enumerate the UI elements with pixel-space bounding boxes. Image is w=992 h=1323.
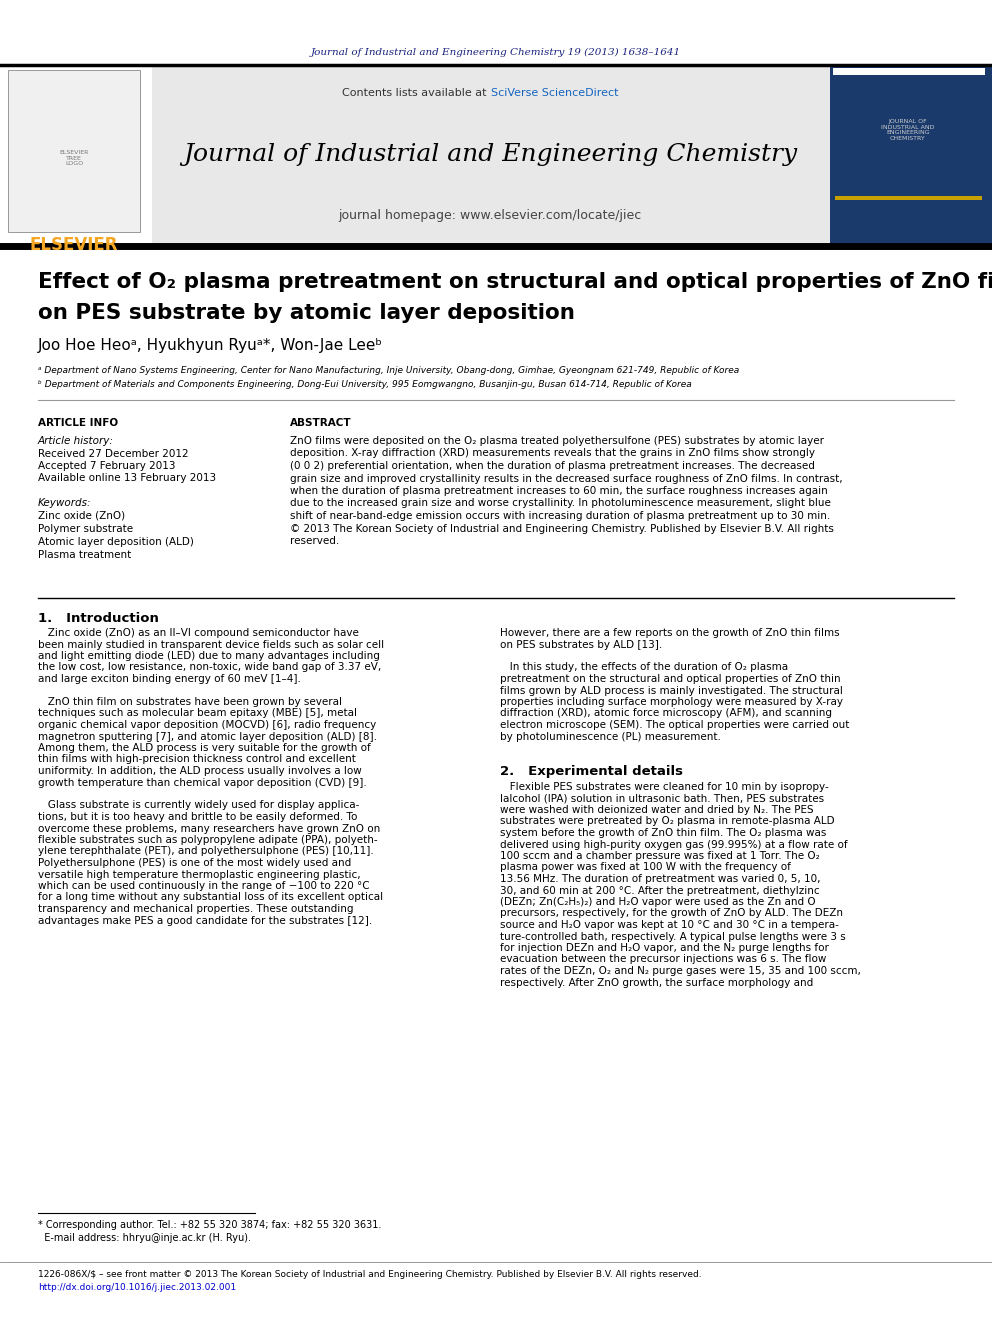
Text: * Corresponding author. Tel.: +82 55 320 3874; fax: +82 55 320 3631.: * Corresponding author. Tel.: +82 55 320… bbox=[38, 1220, 381, 1230]
Text: Contents lists available at: Contents lists available at bbox=[342, 89, 490, 98]
Text: delivered using high-purity oxygen gas (99.995%) at a flow rate of: delivered using high-purity oxygen gas (… bbox=[500, 840, 847, 849]
Text: SciVerse ScienceDirect: SciVerse ScienceDirect bbox=[491, 89, 618, 98]
Text: precursors, respectively, for the growth of ZnO by ALD. The DEZn: precursors, respectively, for the growth… bbox=[500, 909, 843, 918]
Text: JOURNAL OF
INDUSTRIAL AND
ENGINEERING
CHEMISTRY: JOURNAL OF INDUSTRIAL AND ENGINEERING CH… bbox=[881, 119, 934, 142]
Text: flexible substrates such as polypropylene adipate (PPA), polyeth-: flexible substrates such as polypropylen… bbox=[38, 835, 378, 845]
Text: 13.56 MHz. The duration of pretreatment was varied 0, 5, 10,: 13.56 MHz. The duration of pretreatment … bbox=[500, 875, 820, 884]
Text: ture-controlled bath, respectively. A typical pulse lengths were 3 s: ture-controlled bath, respectively. A ty… bbox=[500, 931, 846, 942]
Text: overcome these problems, many researchers have grown ZnO on: overcome these problems, many researcher… bbox=[38, 823, 380, 833]
Text: and light emitting diode (LED) due to many advantages including: and light emitting diode (LED) due to ma… bbox=[38, 651, 380, 662]
Text: due to the increased grain size and worse crystallinity. In photoluminescence me: due to the increased grain size and wors… bbox=[290, 499, 831, 508]
Text: the low cost, low resistance, non-toxic, wide band gap of 3.37 eV,: the low cost, low resistance, non-toxic,… bbox=[38, 663, 381, 672]
Text: tions, but it is too heavy and brittle to be easily deformed. To: tions, but it is too heavy and brittle t… bbox=[38, 812, 357, 822]
Text: journal homepage: www.elsevier.com/locate/jiec: journal homepage: www.elsevier.com/locat… bbox=[338, 209, 642, 221]
Bar bbox=[833, 67, 985, 75]
Text: which can be used continuously in the range of −100 to 220 °C: which can be used continuously in the ra… bbox=[38, 881, 370, 890]
Text: ylene terephthalate (PET), and polyethersulphone (PES) [10,11].: ylene terephthalate (PET), and polyether… bbox=[38, 847, 374, 856]
Text: by photoluminescence (PL) measurement.: by photoluminescence (PL) measurement. bbox=[500, 732, 721, 741]
Text: films grown by ALD process is mainly investigated. The structural: films grown by ALD process is mainly inv… bbox=[500, 685, 843, 696]
Text: ELSEVIER
TREE
LOGO: ELSEVIER TREE LOGO bbox=[60, 149, 88, 167]
Text: ZnO thin film on substrates have been grown by several: ZnO thin film on substrates have been gr… bbox=[38, 697, 342, 706]
Text: uniformity. In addition, the ALD process usually involves a low: uniformity. In addition, the ALD process… bbox=[38, 766, 362, 777]
Text: Received 27 December 2012: Received 27 December 2012 bbox=[38, 448, 188, 459]
Text: shift of near-band-edge emission occurs with increasing duration of plasma pretr: shift of near-band-edge emission occurs … bbox=[290, 511, 830, 521]
Bar bbox=[8, 70, 140, 232]
Text: Joo Hoe Heoᵃ, Hyukhyun Ryuᵃ*, Won-Jae Leeᵇ: Joo Hoe Heoᵃ, Hyukhyun Ryuᵃ*, Won-Jae Le… bbox=[38, 337, 383, 353]
Text: techniques such as molecular beam epitaxy (MBE) [5], metal: techniques such as molecular beam epitax… bbox=[38, 709, 357, 718]
Text: © 2013 The Korean Society of Industrial and Engineering Chemistry. Published by : © 2013 The Korean Society of Industrial … bbox=[290, 524, 834, 533]
Text: ZnO films were deposited on the O₂ plasma treated polyethersulfone (PES) substra: ZnO films were deposited on the O₂ plasm… bbox=[290, 437, 824, 446]
Text: 30, and 60 min at 200 °C. After the pretreatment, diethylzinc: 30, and 60 min at 200 °C. After the pret… bbox=[500, 885, 819, 896]
Text: 100 sccm and a chamber pressure was fixed at 1 Torr. The O₂: 100 sccm and a chamber pressure was fixe… bbox=[500, 851, 819, 861]
Text: been mainly studied in transparent device fields such as solar cell: been mainly studied in transparent devic… bbox=[38, 639, 384, 650]
Text: Accepted 7 February 2013: Accepted 7 February 2013 bbox=[38, 460, 176, 471]
Text: growth temperature than chemical vapor deposition (CVD) [9].: growth temperature than chemical vapor d… bbox=[38, 778, 367, 787]
Text: respectively. After ZnO growth, the surface morphology and: respectively. After ZnO growth, the surf… bbox=[500, 978, 813, 987]
Text: diffraction (XRD), atomic force microscopy (AFM), and scanning: diffraction (XRD), atomic force microsco… bbox=[500, 709, 832, 718]
Text: 1226-086X/$ – see front matter © 2013 The Korean Society of Industrial and Engin: 1226-086X/$ – see front matter © 2013 Th… bbox=[38, 1270, 701, 1279]
Bar bbox=[152, 65, 830, 245]
Text: plasma power was fixed at 100 W with the frequency of: plasma power was fixed at 100 W with the… bbox=[500, 863, 791, 872]
Text: Plasma treatment: Plasma treatment bbox=[38, 550, 131, 560]
Text: http://dx.doi.org/10.1016/j.jiec.2013.02.001: http://dx.doi.org/10.1016/j.jiec.2013.02… bbox=[38, 1283, 236, 1293]
Text: However, there are a few reports on the growth of ZnO thin films: However, there are a few reports on the … bbox=[500, 628, 839, 638]
Text: grain size and improved crystallinity results in the decreased surface roughness: grain size and improved crystallinity re… bbox=[290, 474, 842, 483]
Text: were washed with deionized water and dried by N₂. The PES: were washed with deionized water and dri… bbox=[500, 804, 813, 815]
Text: ᵇ Department of Materials and Components Engineering, Dong-Eui University, 995 E: ᵇ Department of Materials and Components… bbox=[38, 380, 691, 389]
Text: In this study, the effects of the duration of O₂ plasma: In this study, the effects of the durati… bbox=[500, 663, 788, 672]
Text: Polyethersulphone (PES) is one of the most widely used and: Polyethersulphone (PES) is one of the mo… bbox=[38, 859, 351, 868]
Text: 2.   Experimental details: 2. Experimental details bbox=[500, 765, 683, 778]
Text: for a long time without any substantial loss of its excellent optical: for a long time without any substantial … bbox=[38, 893, 383, 902]
Text: Flexible PES substrates were cleaned for 10 min by isopropy-: Flexible PES substrates were cleaned for… bbox=[500, 782, 828, 792]
Text: ARTICLE INFO: ARTICLE INFO bbox=[38, 418, 118, 429]
Text: reserved.: reserved. bbox=[290, 536, 339, 546]
Text: properties including surface morphology were measured by X-ray: properties including surface morphology … bbox=[500, 697, 843, 706]
Text: on PES substrate by atomic layer deposition: on PES substrate by atomic layer deposit… bbox=[38, 303, 575, 323]
Text: Atomic layer deposition (ALD): Atomic layer deposition (ALD) bbox=[38, 537, 193, 546]
Text: Journal of Industrial and Engineering Chemistry: Journal of Industrial and Engineering Ch… bbox=[183, 143, 797, 167]
Text: Glass substrate is currently widely used for display applica-: Glass substrate is currently widely used… bbox=[38, 800, 359, 811]
Text: Among them, the ALD process is very suitable for the growth of: Among them, the ALD process is very suit… bbox=[38, 744, 371, 753]
Text: lalcohol (IPA) solution in ultrasonic bath. Then, PES substrates: lalcohol (IPA) solution in ultrasonic ba… bbox=[500, 794, 824, 803]
Text: system before the growth of ZnO thin film. The O₂ plasma was: system before the growth of ZnO thin fil… bbox=[500, 828, 826, 837]
Text: transparency and mechanical properties. These outstanding: transparency and mechanical properties. … bbox=[38, 904, 353, 914]
Bar bbox=[830, 65, 992, 245]
Text: E-mail address: hhryu@inje.ac.kr (H. Ryu).: E-mail address: hhryu@inje.ac.kr (H. Ryu… bbox=[38, 1233, 251, 1244]
Text: deposition. X-ray diffraction (XRD) measurements reveals that the grains in ZnO : deposition. X-ray diffraction (XRD) meas… bbox=[290, 448, 815, 459]
Text: and large exciton binding energy of 60 meV [1–4].: and large exciton binding energy of 60 m… bbox=[38, 673, 301, 684]
Text: (0 0 2) preferential orientation, when the duration of plasma pretreatment incre: (0 0 2) preferential orientation, when t… bbox=[290, 460, 814, 471]
Text: magnetron sputtering [7], and atomic layer deposition (ALD) [8].: magnetron sputtering [7], and atomic lay… bbox=[38, 732, 377, 741]
Bar bbox=[0, 65, 152, 245]
Text: 1.   Introduction: 1. Introduction bbox=[38, 613, 159, 624]
Text: thin films with high-precision thickness control and excellent: thin films with high-precision thickness… bbox=[38, 754, 356, 765]
Text: electron microscope (SEM). The optical properties were carried out: electron microscope (SEM). The optical p… bbox=[500, 720, 849, 730]
Text: Keywords:: Keywords: bbox=[38, 497, 91, 508]
Text: evacuation between the precursor injections was 6 s. The flow: evacuation between the precursor injecti… bbox=[500, 954, 826, 964]
Text: ABSTRACT: ABSTRACT bbox=[290, 418, 351, 429]
Text: Effect of O₂ plasma pretreatment on structural and optical properties of ZnO fil: Effect of O₂ plasma pretreatment on stru… bbox=[38, 273, 992, 292]
Text: rates of the DEZn, O₂ and N₂ purge gases were 15, 35 and 100 sccm,: rates of the DEZn, O₂ and N₂ purge gases… bbox=[500, 966, 861, 976]
Text: for injection DEZn and H₂O vapor, and the N₂ purge lengths for: for injection DEZn and H₂O vapor, and th… bbox=[500, 943, 829, 953]
Bar bbox=[835, 196, 982, 200]
Text: when the duration of plasma pretreatment increases to 60 min, the surface roughn: when the duration of plasma pretreatment… bbox=[290, 486, 827, 496]
Text: source and H₂O vapor was kept at 10 °C and 30 °C in a tempera-: source and H₂O vapor was kept at 10 °C a… bbox=[500, 919, 839, 930]
Text: Zinc oxide (ZnO) as an II–VI compound semiconductor have: Zinc oxide (ZnO) as an II–VI compound se… bbox=[38, 628, 359, 638]
Text: (DEZn; Zn(C₂H₅)₂) and H₂O vapor were used as the Zn and O: (DEZn; Zn(C₂H₅)₂) and H₂O vapor were use… bbox=[500, 897, 815, 908]
Text: ᵃ Department of Nano Systems Engineering, Center for Nano Manufacturing, Inje Un: ᵃ Department of Nano Systems Engineering… bbox=[38, 366, 739, 374]
Text: Available online 13 February 2013: Available online 13 February 2013 bbox=[38, 474, 216, 483]
Text: versatile high temperature thermoplastic engineering plastic,: versatile high temperature thermoplastic… bbox=[38, 869, 361, 880]
Text: advantages make PES a good candidate for the substrates [12].: advantages make PES a good candidate for… bbox=[38, 916, 372, 926]
Text: Journal of Industrial and Engineering Chemistry 19 (2013) 1638–1641: Journal of Industrial and Engineering Ch… bbox=[310, 48, 682, 57]
Text: on PES substrates by ALD [13].: on PES substrates by ALD [13]. bbox=[500, 639, 663, 650]
Text: Zinc oxide (ZnO): Zinc oxide (ZnO) bbox=[38, 511, 125, 521]
Text: organic chemical vapor deposition (MOCVD) [6], radio frequency: organic chemical vapor deposition (MOCVD… bbox=[38, 720, 376, 730]
Text: ELSEVIER: ELSEVIER bbox=[30, 235, 118, 254]
Text: substrates were pretreated by O₂ plasma in remote-plasma ALD: substrates were pretreated by O₂ plasma … bbox=[500, 816, 834, 827]
Text: Article history:: Article history: bbox=[38, 437, 114, 446]
Text: Polymer substrate: Polymer substrate bbox=[38, 524, 133, 534]
Text: pretreatment on the structural and optical properties of ZnO thin: pretreatment on the structural and optic… bbox=[500, 673, 840, 684]
